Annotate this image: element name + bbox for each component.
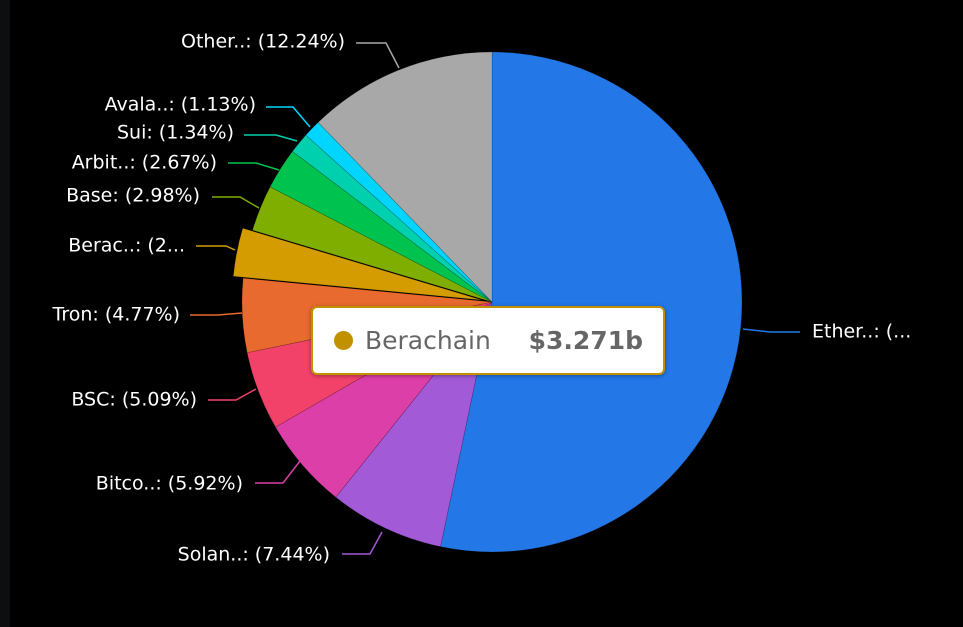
left-edge-strip	[0, 0, 10, 627]
pie-slice-sui[interactable]	[292, 134, 493, 303]
pie-slice-berachain[interactable]	[232, 227, 483, 301]
slice-label-solana: Solan..: (7.44%)	[178, 544, 330, 566]
leader-line-avalanche	[266, 106, 311, 128]
leader-line-bsc	[208, 388, 257, 401]
tooltip-series-name: Berachain	[365, 326, 491, 355]
slice-label-tron: Tron: (4.77%)	[52, 304, 181, 326]
slice-label-bsc: BSC: (5.09%)	[71, 389, 197, 411]
leader-line-berachain	[196, 245, 236, 251]
leader-line-solana	[342, 531, 383, 555]
pie-slice-ethereum[interactable]	[440, 51, 743, 553]
leader-line-bitcoin	[255, 460, 301, 484]
pie-slice-arbitrum[interactable]	[269, 150, 493, 303]
leader-lines	[190, 42, 800, 555]
pie-slice-others[interactable]	[317, 51, 493, 303]
slice-label-base: Base: (2.98%)	[66, 185, 200, 207]
tooltip-series-dot	[334, 331, 353, 350]
slice-label-others: Other..: (12.24%)	[181, 31, 345, 53]
chart-tooltip: Berachain $3.271b	[311, 306, 665, 375]
leader-line-others	[356, 42, 400, 69]
leader-line-ethereum	[742, 328, 800, 333]
pie-slices	[232, 51, 743, 553]
leader-line-base	[212, 196, 260, 209]
leader-line-sui	[244, 134, 298, 142]
leader-line-tron	[190, 312, 243, 316]
pie-slice-avalanche[interactable]	[305, 121, 493, 303]
slice-label-bitcoin: Bitco..: (5.92%)	[96, 473, 243, 495]
pie-slice-base[interactable]	[252, 186, 493, 303]
slice-labels: Ether..: (... Solan..: (7.44%) Bitco..: (5…	[52, 31, 912, 566]
slice-label-avalanche: Avala..: (1.13%)	[105, 94, 256, 116]
tooltip-series-value: $3.271b	[528, 326, 643, 355]
leader-line-arbitrum	[228, 162, 280, 171]
slice-label-ethereum: Ether..: (...	[812, 321, 911, 343]
slice-label-berachain: Berac..: (2...	[68, 235, 185, 257]
slice-label-sui: Sui: (1.34%)	[117, 122, 234, 144]
slice-label-arbitrum: Arbit..: (2.67%)	[72, 152, 217, 174]
